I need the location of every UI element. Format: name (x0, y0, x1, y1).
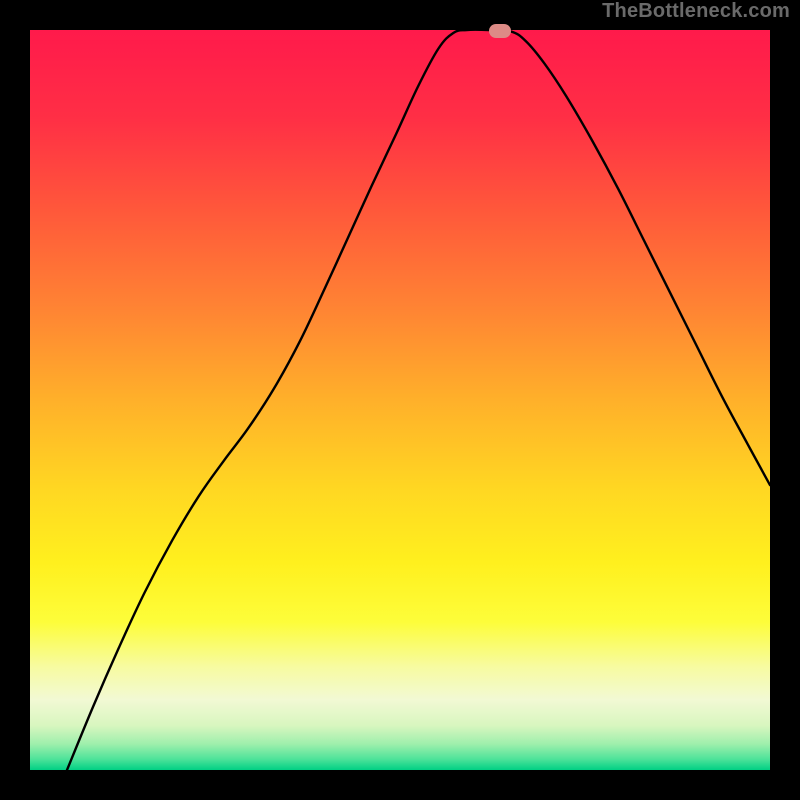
optimal-point-marker (489, 24, 511, 38)
chart-frame: TheBottleneck.com (0, 0, 800, 800)
bottleneck-chart (30, 30, 770, 770)
plot-area (30, 30, 770, 770)
gradient-background (30, 30, 770, 770)
watermark-text: TheBottleneck.com (602, 0, 790, 23)
